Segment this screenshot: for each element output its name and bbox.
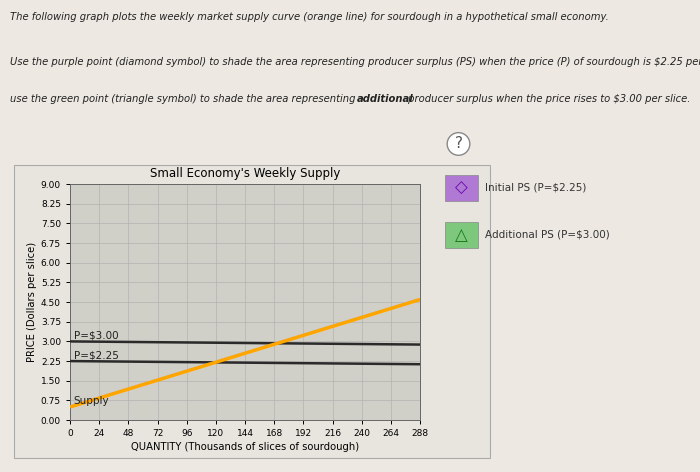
- Text: Supply: Supply: [74, 396, 109, 405]
- Text: ◇: ◇: [455, 179, 468, 197]
- Text: Initial PS (P=$2.25): Initial PS (P=$2.25): [485, 183, 587, 193]
- Y-axis label: PRICE (Dollars per slice): PRICE (Dollars per slice): [27, 242, 36, 362]
- Text: The following graph plots the weekly market supply curve (orange line) for sourd: The following graph plots the weekly mar…: [10, 12, 609, 22]
- Text: Use the purple point (diamond symbol) to shade the area representing producer su: Use the purple point (diamond symbol) to…: [10, 57, 700, 67]
- Text: additional: additional: [357, 94, 414, 104]
- Text: Additional PS (P=$3.00): Additional PS (P=$3.00): [485, 230, 610, 240]
- Text: △: △: [455, 226, 468, 244]
- Text: use the green point (triangle symbol) to shade the area representing: use the green point (triangle symbol) to…: [10, 94, 359, 104]
- Text: producer surplus when the price rises to $3.00 per slice.: producer surplus when the price rises to…: [405, 94, 690, 104]
- X-axis label: QUANTITY (Thousands of slices of sourdough): QUANTITY (Thousands of slices of sourdou…: [131, 442, 359, 452]
- Text: ?: ?: [454, 136, 463, 152]
- Text: P=$3.00: P=$3.00: [74, 330, 118, 340]
- Title: Small Economy's Weekly Supply: Small Economy's Weekly Supply: [150, 167, 340, 180]
- Text: P=$2.25: P=$2.25: [74, 350, 118, 360]
